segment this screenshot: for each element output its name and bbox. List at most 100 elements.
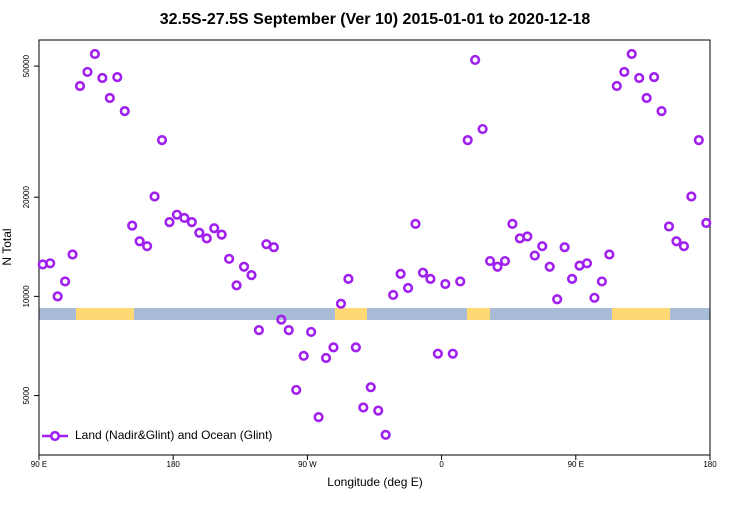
point <box>596 276 607 287</box>
point <box>678 241 690 252</box>
x-tick-label: 90 E <box>568 460 584 469</box>
point <box>395 268 406 280</box>
point <box>544 261 555 272</box>
point <box>89 48 101 60</box>
point <box>671 236 682 247</box>
point <box>238 261 250 272</box>
point <box>663 221 675 232</box>
point <box>291 384 302 396</box>
point <box>388 289 399 301</box>
y-axis-label: N Total <box>0 228 14 265</box>
point <box>142 241 153 252</box>
point <box>529 250 540 261</box>
point <box>358 402 369 413</box>
point <box>231 280 242 291</box>
point <box>149 191 160 202</box>
point <box>566 273 578 284</box>
point <box>455 276 466 287</box>
point <box>216 229 227 240</box>
point <box>641 92 652 104</box>
point <box>186 217 197 228</box>
point <box>45 258 56 269</box>
point <box>432 348 443 359</box>
point <box>179 212 190 224</box>
point <box>447 348 458 359</box>
point <box>410 218 421 229</box>
point <box>686 191 697 202</box>
point <box>313 412 324 423</box>
point <box>320 352 332 364</box>
point <box>559 242 570 253</box>
point <box>82 66 93 78</box>
legend-label: Land (Nadir&Glint) and Ocean (Glint) <box>75 428 272 442</box>
point <box>276 314 287 325</box>
point <box>611 80 622 92</box>
point <box>67 249 78 260</box>
point <box>484 255 496 267</box>
ocean-band <box>39 308 710 320</box>
point <box>127 220 138 231</box>
point <box>59 276 71 287</box>
y-tick-label: 5000 <box>22 386 31 404</box>
point <box>648 71 660 83</box>
land-band <box>467 308 490 320</box>
point <box>156 135 168 146</box>
plot-frame <box>38 39 711 456</box>
point <box>581 258 593 269</box>
point <box>604 249 615 260</box>
point <box>537 241 548 252</box>
point <box>119 106 130 117</box>
surface-band <box>39 308 710 320</box>
point <box>343 273 354 284</box>
point <box>589 292 600 303</box>
point <box>350 342 361 353</box>
point <box>194 227 205 238</box>
point <box>552 294 563 305</box>
point <box>97 72 108 84</box>
point <box>74 80 86 92</box>
x-tick-label: 0 <box>439 460 444 469</box>
point <box>477 123 488 135</box>
point <box>306 326 317 338</box>
land-band <box>612 308 670 320</box>
point <box>224 253 235 264</box>
point <box>268 242 279 253</box>
point <box>499 255 511 267</box>
y-tick-label: 50000 <box>22 54 31 77</box>
point <box>52 291 63 302</box>
point <box>209 223 220 234</box>
point <box>701 217 712 229</box>
point <box>626 48 637 60</box>
point <box>298 350 309 361</box>
point <box>253 324 265 336</box>
point <box>492 261 503 272</box>
point <box>112 71 123 83</box>
point <box>365 382 376 393</box>
point <box>634 72 645 84</box>
legend-marker <box>49 430 61 442</box>
point <box>104 92 115 104</box>
point <box>373 405 384 416</box>
point <box>164 217 175 228</box>
point <box>619 66 630 78</box>
point <box>656 106 667 117</box>
y-tick-label: 10000 <box>22 285 31 308</box>
x-tick-label: 180 <box>703 460 717 469</box>
point <box>201 233 212 244</box>
y-tick-label: 20000 <box>22 186 31 209</box>
x-tick-label: 90 E <box>31 460 47 469</box>
point <box>134 236 145 247</box>
point <box>380 429 391 440</box>
point <box>246 270 257 281</box>
x-axis-label: Longitude (deg E) <box>327 475 422 489</box>
point <box>507 218 518 229</box>
land-band <box>76 308 134 320</box>
point <box>402 282 414 294</box>
point <box>440 278 451 290</box>
point <box>335 298 347 309</box>
chart-title: 32.5S-27.5S September (Ver 10) 2015-01-0… <box>160 11 591 28</box>
land-band <box>335 308 367 320</box>
point <box>522 231 533 242</box>
point <box>417 267 429 278</box>
